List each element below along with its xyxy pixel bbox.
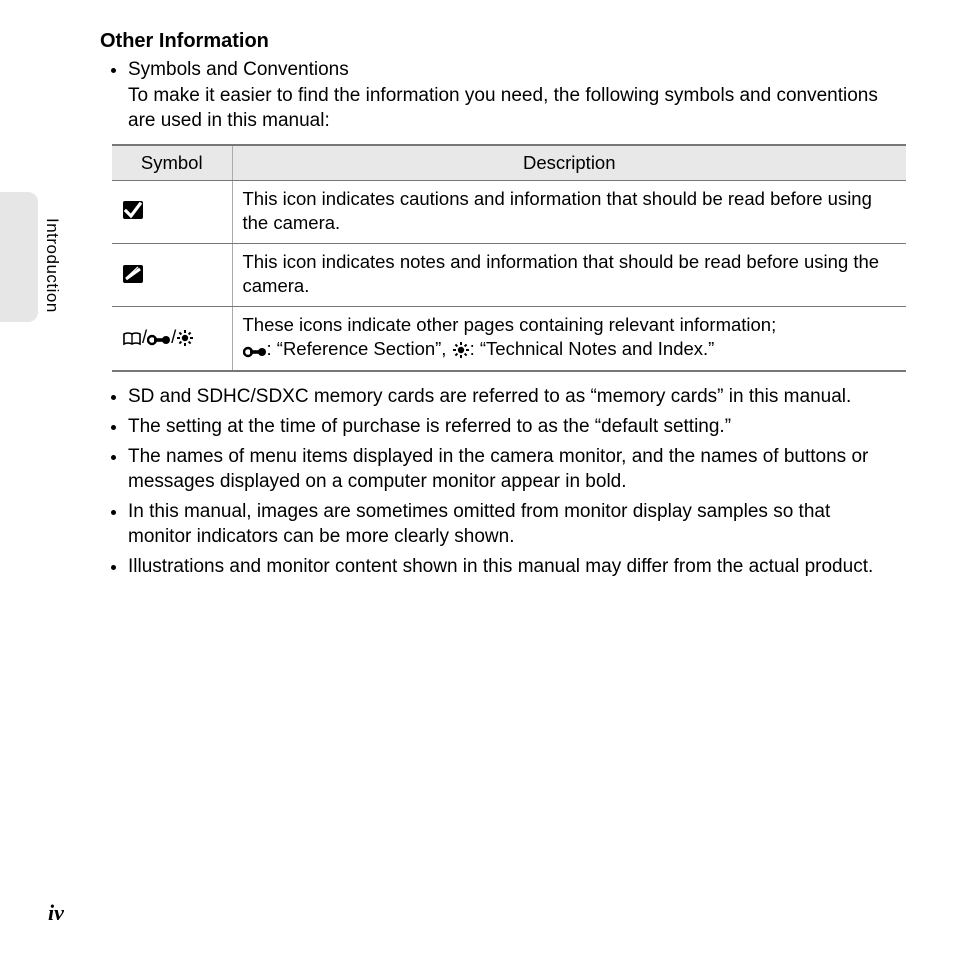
gear-icon <box>176 326 194 350</box>
th-description: Description <box>232 145 906 181</box>
section-title: Other Information <box>100 30 894 53</box>
link-icon <box>147 326 171 350</box>
intro-item-body: To make it easier to find the informatio… <box>128 83 894 134</box>
list-item: The setting at the time of purchase is r… <box>128 414 894 440</box>
ref2-label: : “Technical Notes and Index.” <box>470 338 715 359</box>
th-symbol: Symbol <box>112 145 232 181</box>
cell-description: This icon indicates cautions and informa… <box>232 180 906 243</box>
table-row: This icon indicates notes and informatio… <box>112 244 906 307</box>
intro-item-title: Symbols and Conventions <box>128 59 349 80</box>
list-item: The names of menu items displayed in the… <box>128 444 894 495</box>
list-item: Illustrations and monitor content shown … <box>128 554 894 580</box>
table-header-row: Symbol Description <box>112 145 906 181</box>
cell-symbol: / / <box>112 307 232 372</box>
link-icon <box>243 338 267 362</box>
book-icon <box>122 326 142 350</box>
gear-icon <box>452 338 470 362</box>
caution-icon <box>122 199 144 223</box>
cell-description: These icons indicate other pages contain… <box>232 307 906 372</box>
page-number: iv <box>48 900 64 926</box>
list-item: SD and SDHC/SDXC memory cards are referr… <box>128 384 894 410</box>
table-row: This icon indicates cautions and informa… <box>112 180 906 243</box>
note-icon <box>122 263 144 287</box>
table-row: / / <box>112 307 906 372</box>
symbols-table: Symbol Description This icon indicates c… <box>112 144 906 372</box>
refs-prefix: These icons indicate other pages contain… <box>243 314 777 335</box>
bottom-list: SD and SDHC/SDXC memory cards are referr… <box>100 384 894 579</box>
page-body: Other Information Symbols and Convention… <box>0 0 954 954</box>
intro-list-item: Symbols and Conventions To make it easie… <box>128 57 894 134</box>
ref1-label: : “Reference Section”, <box>267 338 452 359</box>
cell-symbol <box>112 244 232 307</box>
cell-symbol <box>112 180 232 243</box>
intro-list: Symbols and Conventions To make it easie… <box>100 57 894 134</box>
cell-description: This icon indicates notes and informatio… <box>232 244 906 307</box>
list-item: In this manual, images are sometimes omi… <box>128 499 894 550</box>
